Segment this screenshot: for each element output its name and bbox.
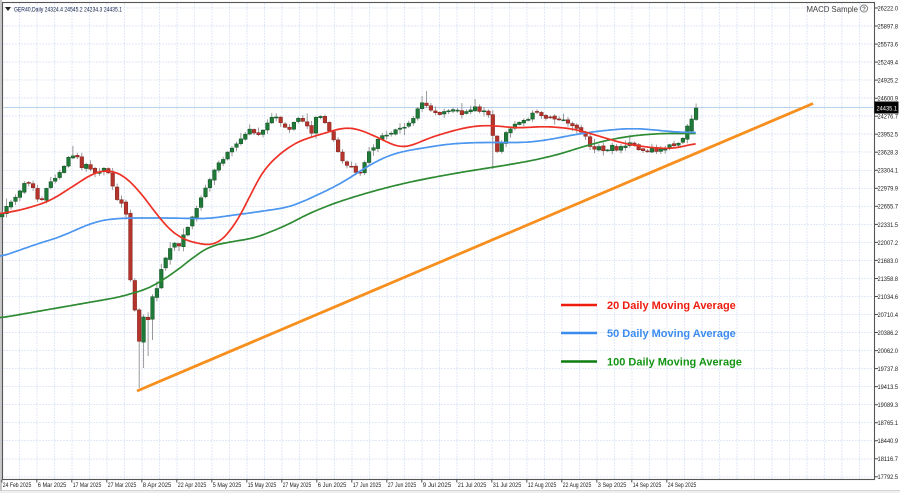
svg-text:22655.7: 22655.7 [878, 204, 899, 211]
svg-text:24600.9: 24600.9 [878, 96, 899, 103]
svg-text:23952.5: 23952.5 [878, 132, 899, 139]
svg-text:9 Jul 2025: 9 Jul 2025 [423, 482, 452, 489]
svg-text:21683.0: 21683.0 [878, 258, 899, 265]
svg-text:20710.4: 20710.4 [878, 312, 899, 319]
svg-text:22007.2: 22007.2 [878, 240, 899, 247]
svg-text:18440.9: 18440.9 [878, 438, 899, 445]
svg-text:100 Daily Moving Average: 100 Daily Moving Average [607, 357, 742, 369]
svg-text:5 May 2025: 5 May 2025 [213, 482, 242, 489]
svg-text:17 Mar 2025: 17 Mar 2025 [73, 482, 102, 489]
svg-text:6 Mar 2025: 6 Mar 2025 [38, 482, 67, 489]
svg-text:24435.1: 24435.1 [877, 105, 898, 112]
svg-text:23304.1: 23304.1 [878, 168, 899, 175]
svg-text:22 Apr 2025: 22 Apr 2025 [178, 482, 207, 489]
svg-text:24276.7: 24276.7 [878, 114, 899, 121]
svg-text:25249.4: 25249.4 [878, 60, 899, 67]
svg-text:MACD Sample: MACD Sample [806, 5, 858, 14]
svg-text:25573.6: 25573.6 [878, 42, 899, 49]
svg-text:24 Sep 2025: 24 Sep 2025 [668, 482, 697, 489]
svg-text:50 Daily Moving Average: 50 Daily Moving Average [607, 328, 736, 340]
svg-text:19089.3: 19089.3 [878, 402, 899, 409]
svg-text:22 Aug 2025: 22 Aug 2025 [563, 482, 592, 489]
svg-text:20062.0: 20062.0 [878, 348, 899, 355]
svg-text:17 Jun 2025: 17 Jun 2025 [353, 482, 382, 489]
svg-text:27 Jun 2025: 27 Jun 2025 [388, 482, 417, 489]
svg-text:24 Feb 2025: 24 Feb 2025 [3, 482, 32, 489]
svg-text:21358.8: 21358.8 [878, 276, 899, 283]
svg-text:18116.7: 18116.7 [878, 456, 899, 463]
svg-text:18765.1: 18765.1 [878, 420, 899, 427]
svg-text:27 Mar 2025: 27 Mar 2025 [108, 482, 137, 489]
svg-text:GER40,Daily 24324.4 24545.2 2: GER40,Daily 24324.4 24545.2 24234.3 2443… [14, 7, 122, 14]
svg-text:24925.2: 24925.2 [878, 78, 899, 85]
svg-text:27 May 2025: 27 May 2025 [283, 482, 312, 489]
svg-text:8 Apr 2025: 8 Apr 2025 [143, 482, 172, 489]
svg-text:23628.3: 23628.3 [878, 150, 899, 157]
svg-text:20 Daily Moving Average: 20 Daily Moving Average [607, 300, 736, 312]
svg-text:19737.8: 19737.8 [878, 366, 899, 373]
svg-text:25897.8: 25897.8 [878, 23, 899, 30]
svg-text:19413.5: 19413.5 [878, 384, 899, 391]
svg-text:17792.5: 17792.5 [878, 474, 899, 481]
svg-text:22331.5: 22331.5 [878, 222, 899, 229]
svg-text:20386.2: 20386.2 [878, 330, 899, 337]
svg-text:6 Jun 2025: 6 Jun 2025 [318, 482, 347, 489]
svg-text:?: ? [862, 6, 866, 13]
svg-text:22979.9: 22979.9 [878, 186, 899, 193]
svg-text:21034.6: 21034.6 [878, 294, 899, 301]
svg-text:15 May 2025: 15 May 2025 [248, 482, 277, 489]
svg-text:14 Sep 2025: 14 Sep 2025 [633, 482, 662, 489]
svg-text:12 Aug 2025: 12 Aug 2025 [528, 482, 557, 489]
svg-text:31 Jul 2025: 31 Jul 2025 [493, 482, 522, 489]
svg-text:26222.0: 26222.0 [878, 5, 899, 12]
svg-text:3 Sep 2025: 3 Sep 2025 [598, 482, 627, 489]
svg-text:21 Jul 2025: 21 Jul 2025 [458, 482, 487, 489]
